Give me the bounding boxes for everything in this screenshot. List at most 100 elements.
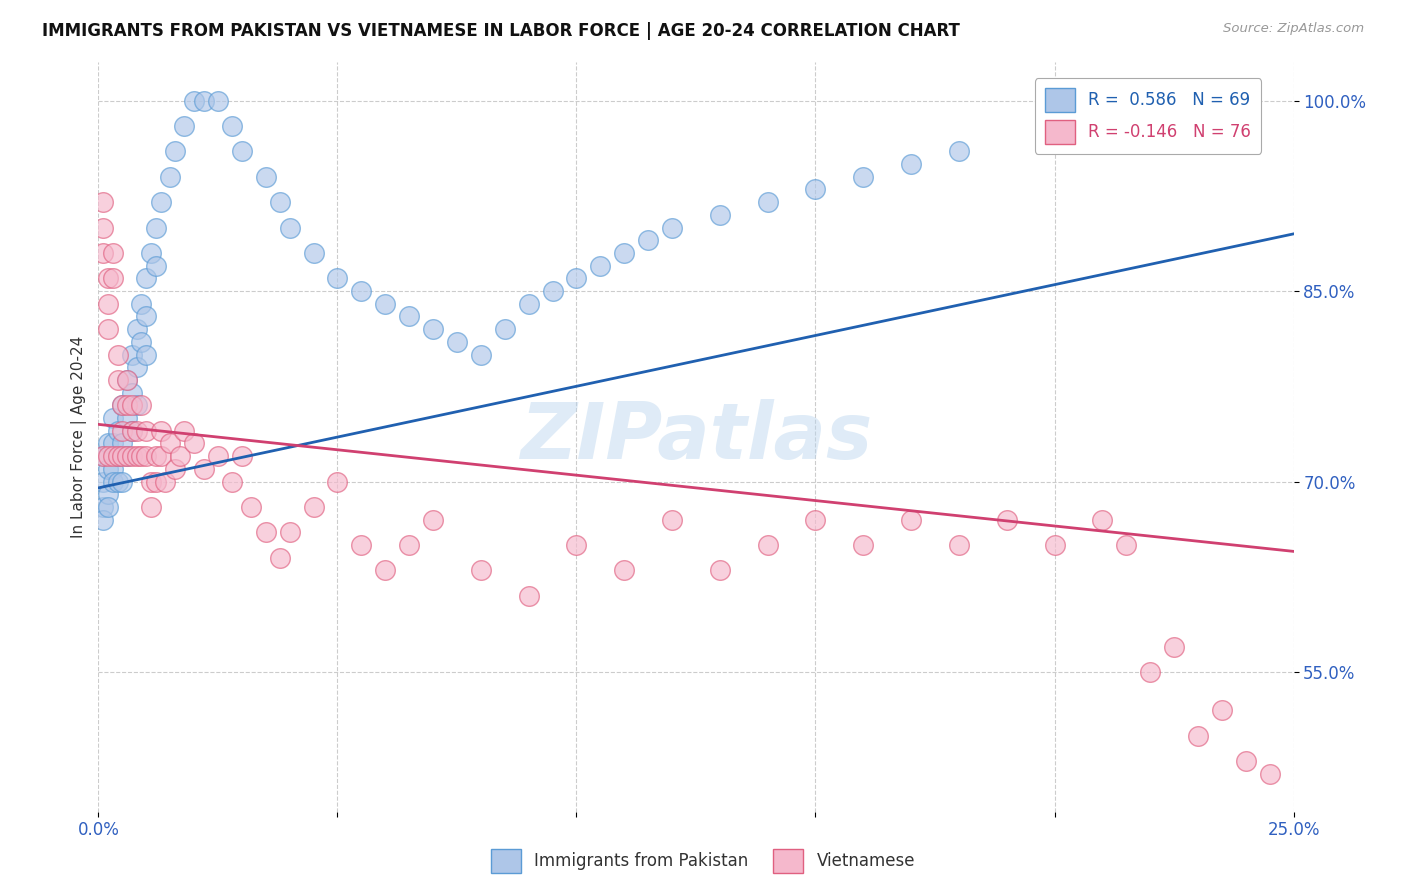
Point [852, 538, 875, 552]
Point [107, 449, 129, 463]
Point [756, 538, 779, 552]
Point [254, 169, 277, 184]
Point [1211, 703, 1233, 717]
Point [207, 94, 229, 108]
Text: Source: ZipAtlas.com: Source: ZipAtlas.com [1223, 22, 1364, 36]
Point [637, 233, 659, 247]
Point [350, 538, 373, 552]
Point [111, 436, 134, 450]
Point [709, 208, 731, 222]
Point [613, 563, 636, 577]
Point [804, 513, 827, 527]
Point [709, 563, 731, 577]
Point [1234, 754, 1257, 768]
Point [240, 500, 263, 514]
Point [91, 220, 114, 235]
Point [852, 169, 875, 184]
Point [163, 462, 186, 476]
Point [446, 334, 468, 349]
Point [131, 398, 153, 412]
Point [302, 500, 325, 514]
Point [101, 449, 124, 463]
Point [91, 195, 114, 210]
Point [565, 538, 588, 552]
Point [221, 475, 243, 489]
Point [326, 271, 349, 285]
Point [121, 347, 143, 361]
Point [121, 424, 143, 438]
Point [183, 436, 205, 450]
Point [111, 398, 134, 412]
Point [948, 145, 970, 159]
Point [163, 145, 186, 159]
Point [470, 347, 492, 361]
Point [422, 322, 444, 336]
Point [149, 424, 172, 438]
Point [661, 513, 683, 527]
Point [107, 424, 129, 438]
Point [470, 563, 492, 577]
Point [231, 145, 253, 159]
Point [422, 513, 444, 527]
Point [565, 271, 588, 285]
Point [115, 373, 138, 387]
Point [111, 475, 134, 489]
Point [91, 475, 114, 489]
Point [139, 500, 162, 514]
Point [91, 500, 114, 514]
Point [97, 500, 120, 514]
Text: ZIPatlas: ZIPatlas [520, 399, 872, 475]
Point [111, 398, 134, 412]
Point [1139, 665, 1161, 679]
Text: IMMIGRANTS FROM PAKISTAN VS VIETNAMESE IN LABOR FORCE | AGE 20-24 CORRELATION CH: IMMIGRANTS FROM PAKISTAN VS VIETNAMESE I… [42, 22, 960, 40]
Point [97, 436, 120, 450]
Point [111, 424, 134, 438]
Point [125, 360, 148, 375]
Point [756, 195, 779, 210]
Point [278, 525, 301, 540]
Point [517, 589, 540, 603]
Point [115, 411, 138, 425]
Point [107, 449, 129, 463]
Point [135, 424, 157, 438]
Point [135, 347, 157, 361]
Point [145, 449, 167, 463]
Point [131, 297, 153, 311]
Point [149, 195, 172, 210]
Point [269, 195, 291, 210]
Point [173, 119, 195, 133]
Point [139, 246, 162, 260]
Point [1187, 729, 1209, 743]
Point [155, 475, 177, 489]
Point [1115, 538, 1137, 552]
Point [494, 322, 516, 336]
Point [101, 462, 124, 476]
Point [1091, 513, 1114, 527]
Point [131, 449, 153, 463]
Point [107, 373, 129, 387]
Point [1258, 766, 1281, 780]
Point [254, 525, 277, 540]
Point [145, 475, 167, 489]
Point [125, 322, 148, 336]
Point [107, 475, 129, 489]
Point [97, 462, 120, 476]
Point [97, 297, 120, 311]
Point [115, 449, 138, 463]
Point [121, 449, 143, 463]
Point [125, 449, 148, 463]
Point [145, 259, 167, 273]
Point [97, 322, 120, 336]
Point [97, 449, 120, 463]
Point [193, 462, 215, 476]
Point [541, 284, 564, 298]
Point [159, 436, 181, 450]
Point [613, 246, 636, 260]
Point [193, 94, 215, 108]
Point [91, 449, 114, 463]
Point [91, 449, 114, 463]
Point [125, 424, 148, 438]
Point [91, 513, 114, 527]
Point [900, 157, 922, 171]
Point [115, 449, 138, 463]
